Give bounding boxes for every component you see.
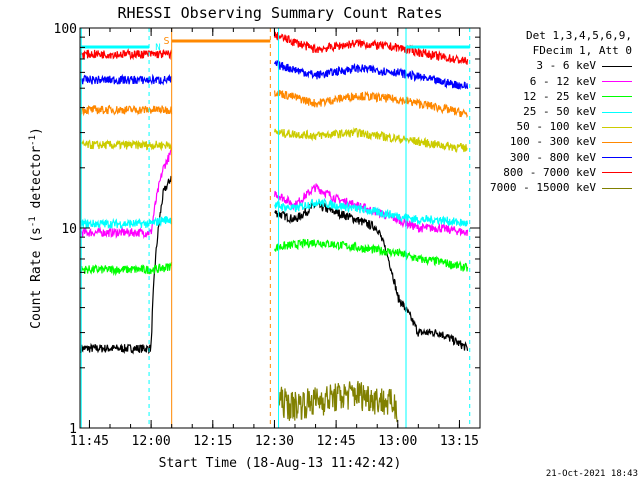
x-tick-label: 12:30 [255,434,294,449]
saa-marker: S [163,36,169,47]
series-line [274,238,469,272]
x-tick-label: 12:15 [193,434,232,449]
legend-label: 12 - 25 keV [523,89,596,103]
legend-entry: 6 - 12 keV [490,74,632,89]
series-line [274,89,469,119]
x-tick-label: 13:00 [378,434,417,449]
series-12-25-kev [80,238,469,277]
series-100-300-kev [80,89,469,119]
legend-swatch [602,96,632,98]
x-tick-label: 13:15 [440,434,479,449]
x-tick-label: 12:00 [132,434,171,449]
series-line [274,59,469,90]
y-axis-label-main: Count Rate (s [29,227,44,329]
legend-entry: 50 - 100 keV [490,119,632,134]
y-tick-label: 10 [61,222,77,237]
series-line [80,148,173,240]
x-tick-label: 11:45 [70,434,109,449]
legend-label: 300 - 800 keV [509,150,596,164]
legend-swatch [602,111,632,113]
legend-swatch [602,187,632,189]
series-6-12-kev [80,148,469,240]
chart-legend: Det 1,3,4,5,6,9, FDecim 1, Att 0 3 - 6 k… [490,28,632,195]
legend-swatch [602,141,632,143]
night-marker: N [155,43,160,53]
series-layer [80,31,469,423]
series-800-7000-kev [80,31,469,65]
overlay-layer: SN [80,28,471,428]
chart-title: RHESSI Observing Summary Count Rates [117,4,442,22]
series-line [80,139,172,152]
series-50-100-kev [80,126,468,154]
y-axis-label-end: ) [29,127,44,135]
series-line [80,261,173,277]
series-line [80,73,173,86]
legend-swatch [602,65,632,67]
legend-label: 100 - 300 keV [509,135,596,149]
legend-label: 25 - 50 keV [523,105,596,119]
series-line [274,126,468,154]
legend-swatch [602,126,632,128]
legend-entry: 3 - 6 keV [490,58,632,73]
y-tick-label: 100 [54,22,77,37]
legend-entry: 25 - 50 keV [490,104,632,119]
legend-header-1: Det 1,3,4,5,6,9, [526,29,632,42]
legend-entry: 7000 - 15000 keV [490,180,632,195]
legend-label: 7000 - 15000 keV [490,181,596,195]
legend-swatch [602,81,632,83]
footer-date: 21-Oct-2021 18:43 [546,469,638,479]
series-line [278,380,398,423]
series-line [80,48,173,61]
legend-entry: 100 - 300 keV [490,134,632,149]
legend-entry: 800 - 7000 keV [490,165,632,180]
legend-label: 800 - 7000 keV [503,165,596,179]
legend-entry: 300 - 800 keV [490,150,632,165]
series-line [274,200,469,351]
y-axis-label-sup-2: -1 [28,135,38,146]
x-tick-label: 12:45 [317,434,356,449]
x-axis-label: Start Time (18-Aug-13 11:42:42) [159,456,402,471]
series-line [80,104,173,117]
legend-entry: 12 - 25 keV [490,89,632,104]
legend-swatch [602,157,632,159]
series-25-50-kev [80,197,469,230]
legend-header-2: FDecim 1, Att 0 [532,44,632,58]
series-line [274,31,469,65]
series-line [80,216,173,230]
y-axis-label: Count Rate (s-1 detector-1) [28,127,44,329]
series-7000-15000-kev [278,380,398,423]
series-line [274,197,469,228]
y-axis-label-sup-1: -1 [28,216,38,227]
series-300-800-kev [80,59,469,90]
legend-label: 50 - 100 keV [516,120,596,134]
ticks-layer: 11:45 12:00 12:15 12:30 12:45 13:00 13:15 1 10 10… [54,22,481,449]
series-3-6-kev [80,175,469,355]
legend-label: 6 - 12 keV [529,74,596,88]
series-line [80,175,172,355]
y-axis-label-mid: detector [29,146,44,217]
legend-items: 3 - 6 keV 6 - 12 keV 12 - 25 keV 25 - 50 ke… [490,58,632,195]
legend-label: 3 - 6 keV [536,59,596,73]
legend-swatch [602,172,632,174]
y-tick-label: 1 [69,422,77,437]
